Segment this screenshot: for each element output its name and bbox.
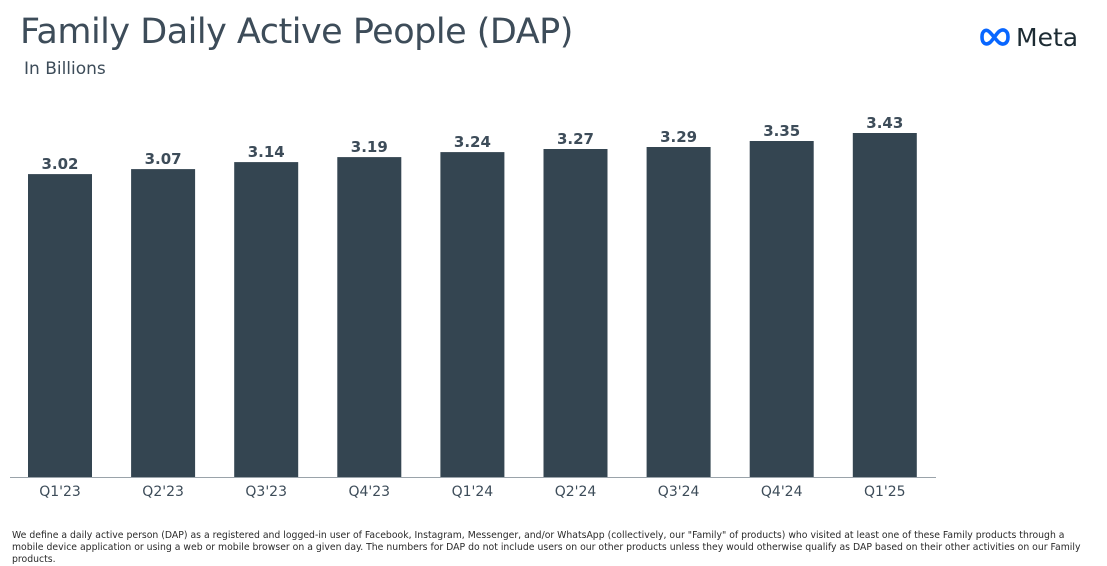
value-label: 3.27 (557, 130, 594, 148)
x-tick-label: Q2'23 (142, 484, 184, 500)
value-labels: 3.02 3.07 3.14 3.19 3.24 3.27 3.29 3.35 3.43 (41, 114, 903, 173)
bar-Q1'24 (440, 152, 505, 477)
bar-Q3'23 (234, 162, 299, 477)
bar-Q1'23 (28, 174, 92, 477)
value-label: 3.35 (763, 122, 800, 140)
value-label: 3.14 (248, 143, 285, 161)
value-label: 3.07 (145, 150, 182, 168)
value-label: 3.29 (660, 128, 697, 146)
value-label: 3.19 (351, 138, 388, 156)
x-tick-label: Q4'24 (761, 484, 803, 500)
bar-chart: 3.02 3.07 3.14 3.19 3.24 3.27 3.29 3.35 3.43 Q1'… (10, 114, 936, 500)
bar-Q4'23 (337, 157, 402, 477)
meta-logo-text: Meta (1016, 22, 1079, 52)
x-tick-label: Q1'23 (39, 484, 81, 500)
meta-infinity-icon (980, 28, 1010, 46)
x-tick-label: Q1'24 (452, 484, 494, 500)
x-tick-label: Q1'25 (864, 484, 906, 500)
bar-Q1'25 (852, 133, 917, 477)
value-label: 3.24 (454, 133, 491, 151)
chart-title: Family Daily Active People (DAP) (20, 12, 573, 52)
meta-logo: Meta (978, 20, 1078, 54)
bar-Q4'24 (749, 141, 814, 477)
bar-series (28, 133, 917, 477)
chart-subtitle: In Billions (24, 59, 106, 79)
x-tick-labels: Q1'23 Q2'23 Q3'23 Q4'23 Q1'24 Q2'24 Q3'24 Q4'24… (39, 484, 905, 500)
x-tick-label: Q3'23 (245, 484, 287, 500)
value-label: 3.02 (41, 155, 78, 173)
bar-Q3'24 (646, 147, 711, 477)
bar-Q2'23 (131, 169, 196, 477)
x-tick-label: Q4'23 (349, 484, 391, 500)
value-label: 3.43 (866, 114, 903, 132)
bar-Q2'24 (543, 149, 608, 477)
footnote: We define a daily active person (DAP) as… (12, 530, 1081, 565)
x-tick-label: Q2'24 (555, 484, 597, 500)
x-tick-label: Q3'24 (658, 484, 700, 500)
